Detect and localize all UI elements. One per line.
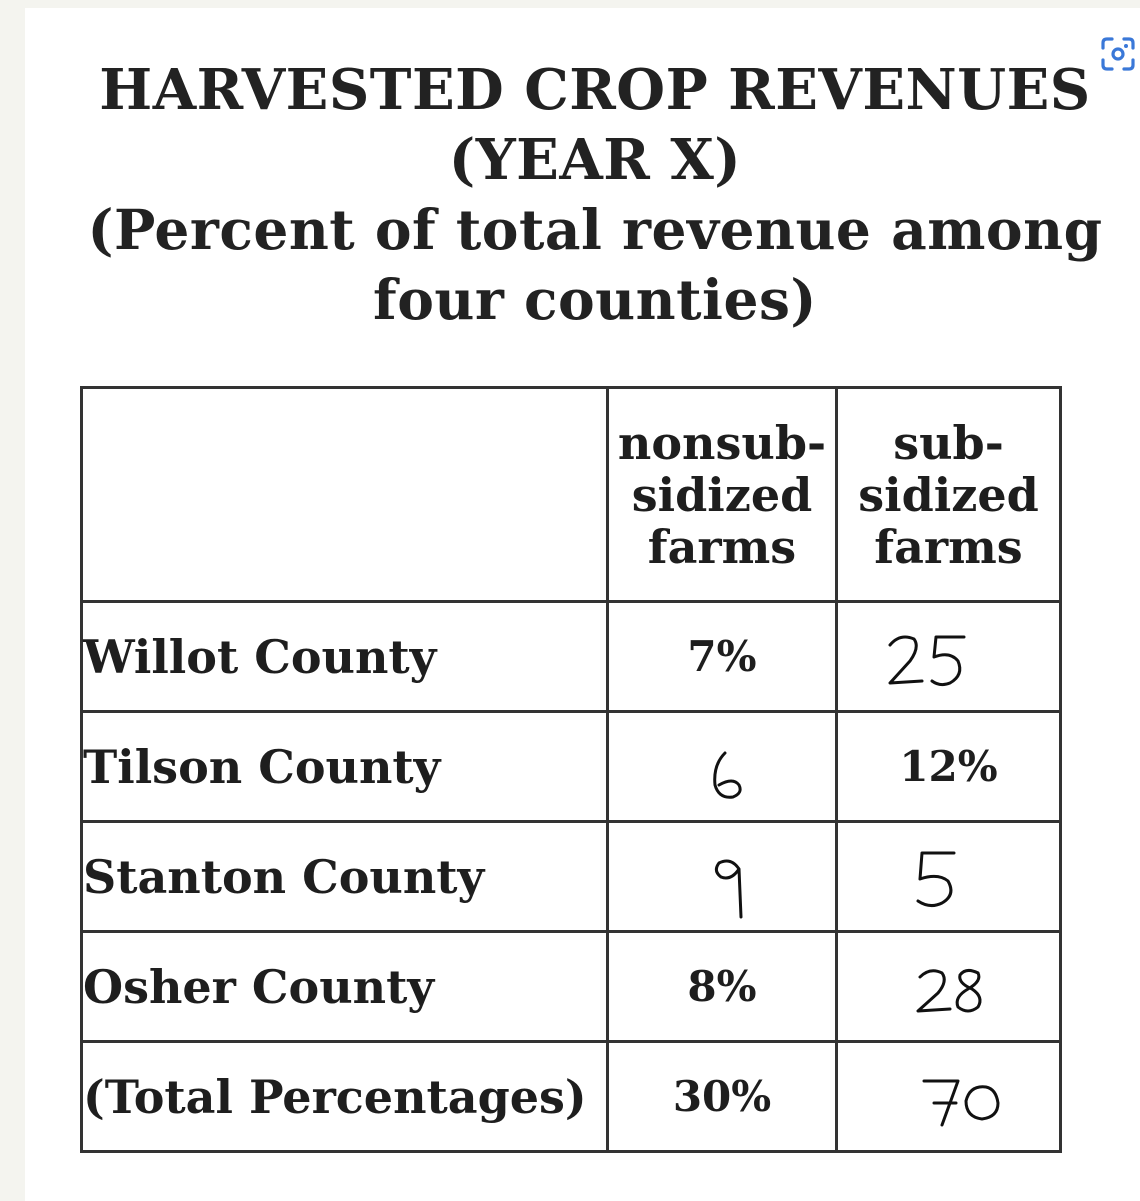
table-row: Osher County 8% bbox=[80, 930, 1062, 1043]
handwritten-6 bbox=[713, 751, 742, 799]
nonsubsidized-value: 7% bbox=[606, 600, 838, 713]
row-label: Osher County bbox=[80, 930, 609, 1043]
handwritten-70 bbox=[922, 1079, 1000, 1127]
table-row: Stanton County bbox=[80, 820, 1062, 933]
header-line: farms bbox=[874, 519, 1023, 574]
row-label: (Total Percentages) bbox=[80, 1040, 609, 1153]
title-line-2: (YEAR X) bbox=[448, 127, 742, 193]
table-row: Willot County 7% bbox=[80, 600, 1062, 713]
header-line: farms bbox=[647, 519, 797, 574]
row-label: Tilson County bbox=[80, 710, 609, 823]
lens-icon[interactable] bbox=[1098, 34, 1138, 74]
title-line-1: HARVESTED CROP REVENUES bbox=[99, 57, 1091, 123]
handwritten-5 bbox=[916, 851, 956, 908]
header-line: sidized bbox=[858, 467, 1039, 522]
header-subsidized: sub- sidized farms bbox=[835, 386, 1062, 603]
table-title: HARVESTED CROP REVENUES (YEAR X) (Percen… bbox=[80, 55, 1110, 335]
subsidized-handwritten-value bbox=[835, 930, 1062, 1043]
subsidized-handwritten-value bbox=[835, 600, 1062, 713]
table-row: (Total Percentages) 30% bbox=[80, 1040, 1062, 1153]
title-line-3: (Percent of total revenue among bbox=[87, 197, 1103, 262]
header-blank-cell bbox=[80, 386, 609, 603]
nonsubsidized-value: 30% bbox=[606, 1040, 838, 1153]
header-line: sub- bbox=[893, 415, 1004, 470]
nonsubsidized-handwritten-value bbox=[606, 820, 838, 933]
subsidized-value: 12% bbox=[835, 710, 1062, 823]
handwritten-25 bbox=[888, 635, 966, 687]
header-row: nonsub- sidized farms sub- sidized farms bbox=[80, 386, 1062, 603]
header-line: nonsub- bbox=[617, 415, 827, 470]
row-label: Stanton County bbox=[80, 820, 609, 933]
nonsubsidized-value: 8% bbox=[606, 930, 838, 1043]
handwritten-9 bbox=[714, 859, 743, 919]
header-nonsubsidized: nonsub- sidized farms bbox=[606, 386, 838, 603]
revenue-table: nonsub- sidized farms sub- sidized farms… bbox=[80, 386, 1062, 1153]
header-line: sidized bbox=[631, 467, 813, 522]
subsidized-handwritten-value bbox=[835, 820, 1062, 933]
row-label: Willot County bbox=[80, 600, 609, 713]
nonsubsidized-handwritten-value bbox=[606, 710, 838, 823]
handwritten-28 bbox=[916, 968, 982, 1013]
title-line-4: four counties) bbox=[373, 267, 817, 332]
subsidized-handwritten-value bbox=[835, 1040, 1062, 1153]
table-row: Tilson County 12% bbox=[80, 710, 1062, 823]
